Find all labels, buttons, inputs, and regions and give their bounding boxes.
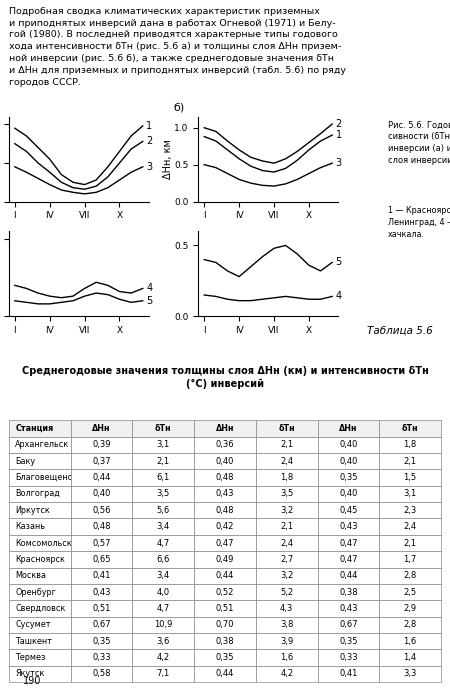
- Text: Среднегодовые значения толщины слоя ΔHн (км) и интенсивности δTн
(°С) инверсий: Среднегодовые значения толщины слоя ΔHн …: [22, 366, 428, 389]
- Text: 190: 190: [22, 675, 41, 686]
- Y-axis label: ΔHн, км: ΔHн, км: [163, 139, 173, 179]
- Text: 1 — Красноярск, 2 — Казань, 3 —
Ленинград, 4 — Туапсе, 5 — Ма-
хачкала.: 1 — Красноярск, 2 — Казань, 3 — Ленингра…: [388, 207, 450, 239]
- Text: 3: 3: [146, 162, 153, 172]
- Text: 1: 1: [336, 130, 342, 140]
- Text: 2: 2: [336, 119, 342, 129]
- Text: 1: 1: [146, 121, 153, 131]
- Text: 5: 5: [336, 258, 342, 267]
- Text: Таблица 5.6: Таблица 5.6: [367, 325, 432, 336]
- Text: 5: 5: [146, 296, 153, 306]
- Text: Подробная сводка климатических характеристик приземных
и приподнятых инверсий да: Подробная сводка климатических характери…: [9, 7, 346, 87]
- Text: 2: 2: [146, 136, 153, 146]
- Text: 4: 4: [336, 291, 342, 301]
- Text: Рис. 5.6. Годовой ход интен-
сивности (δTн) приземной
инверсии (а) и толщиты
сло: Рис. 5.6. Годовой ход интен- сивности (δ…: [388, 121, 450, 165]
- Text: 4: 4: [146, 283, 153, 294]
- Text: б): б): [173, 103, 184, 112]
- Text: 3: 3: [336, 158, 342, 168]
